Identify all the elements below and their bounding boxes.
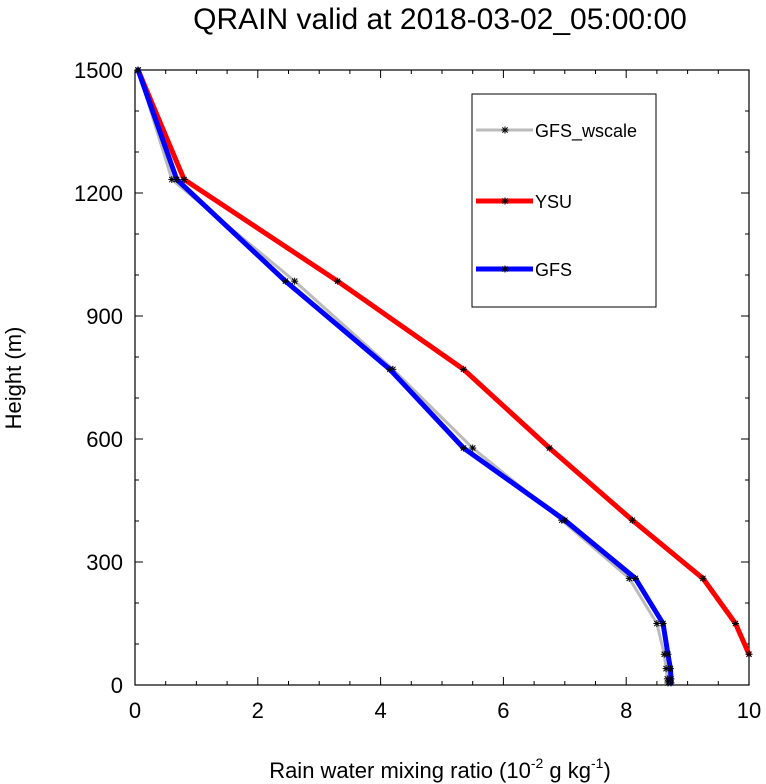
y-axis-label: Height (m) <box>1 327 26 430</box>
chart-title: QRAIN valid at 2018-03-02_05:00:00 <box>193 3 687 36</box>
series-point-ysu <box>334 277 342 285</box>
series-point-gfs <box>561 516 569 524</box>
x-tick-label: 10 <box>737 698 761 723</box>
series-point-ysu <box>731 620 739 627</box>
x-tick-label: 6 <box>497 698 509 723</box>
legend-label-gfs: GFS <box>535 260 572 280</box>
series-point-gfs <box>281 277 289 285</box>
x-axis-label-exp1: -2 <box>531 755 544 771</box>
series-point-gfs <box>631 574 639 582</box>
series-point-gfs <box>134 66 142 74</box>
y-tick-label: 0 <box>111 673 123 698</box>
series-point-gfs <box>659 620 667 627</box>
series-point-ysu <box>628 516 636 524</box>
y-tick-label: 1500 <box>74 58 123 83</box>
series-point-ysu <box>180 175 188 183</box>
series-point-ysu <box>459 365 467 373</box>
x-tick-label: 0 <box>129 698 141 723</box>
series-point-ysu <box>745 650 753 658</box>
x-axis-label-mid: g kg <box>543 758 591 783</box>
legend-marker-ysu <box>501 197 509 205</box>
series-point-gfs <box>459 444 467 452</box>
series-point-gfs-wscale <box>469 444 477 452</box>
series-line-ysu <box>135 67 752 657</box>
legend-marker-gfs-wscale <box>501 126 509 134</box>
plot-frame <box>134 69 750 686</box>
legend-label-gfs-wscale: GFS_wscale <box>535 121 637 142</box>
x-axis-label-exp2: -1 <box>591 755 604 771</box>
series-layer <box>134 66 753 687</box>
plot-area: 0 2 4 6 8 10 0 300 600 900 1200 1500 <box>74 58 761 723</box>
series-point-gfs <box>386 365 394 373</box>
series-point-gfs <box>667 679 675 687</box>
x-tick-label: 8 <box>620 698 632 723</box>
x-tick-label: 4 <box>374 698 386 723</box>
series-point-gfs-wscale <box>291 277 299 285</box>
series-point-gfs <box>666 665 674 673</box>
series-point-ysu <box>545 444 553 452</box>
y-tick-label: 1200 <box>74 181 123 206</box>
legend-label-ysu: YSU <box>535 192 572 212</box>
x-tick-label: 2 <box>252 698 264 723</box>
series-point-gfs <box>664 650 672 658</box>
y-tick-label: 600 <box>86 427 123 452</box>
x-axis-label: Rain water mixing ratio (10-2 g kg-1) <box>269 755 611 783</box>
series-point-ysu <box>699 574 707 582</box>
y-tick-label: 900 <box>86 304 123 329</box>
legend: GFS_wscale YSU GFS <box>471 93 657 308</box>
y-tick-label: 300 <box>86 550 123 575</box>
series-point-gfs-wscale <box>653 620 661 627</box>
x-axis-label-base: Rain water mixing ratio (10 <box>269 758 531 783</box>
x-axis-label-end: ) <box>603 758 610 783</box>
series-point-gfs <box>173 175 181 183</box>
legend-marker-gfs <box>501 265 509 273</box>
